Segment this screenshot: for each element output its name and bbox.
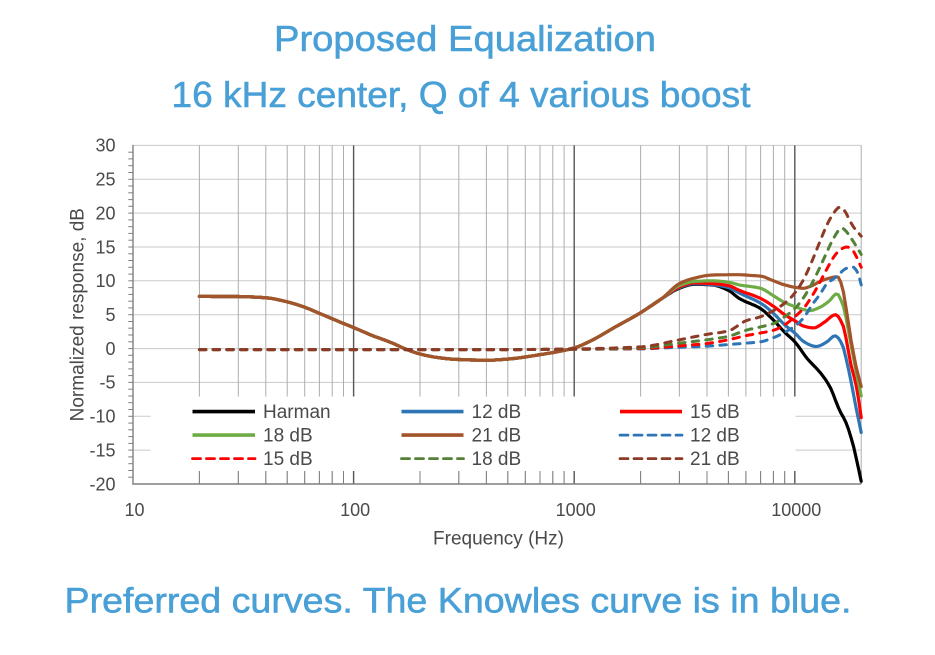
svg-text:10: 10: [124, 500, 144, 520]
svg-text:12 dB: 12 dB: [472, 402, 522, 423]
svg-text:Preferred curves. The Knowles: Preferred curves. The Knowles curve is i…: [65, 582, 852, 621]
svg-text:Frequency (Hz): Frequency (Hz): [433, 529, 564, 550]
svg-text:21 dB: 21 dB: [690, 449, 740, 470]
svg-text:-5: -5: [99, 373, 115, 393]
svg-text:15 dB: 15 dB: [690, 402, 740, 423]
svg-text:10: 10: [95, 271, 115, 291]
svg-text:-20: -20: [89, 474, 115, 494]
svg-text:0: 0: [105, 339, 115, 359]
svg-text:Harman: Harman: [263, 402, 331, 423]
svg-text:20: 20: [95, 203, 115, 223]
svg-text:Proposed Equalization: Proposed Equalization: [274, 18, 656, 59]
svg-text:15: 15: [95, 237, 115, 257]
svg-text:21 dB: 21 dB: [472, 426, 522, 447]
svg-text:18 dB: 18 dB: [263, 426, 313, 447]
svg-text:12 dB: 12 dB: [690, 426, 740, 447]
svg-text:Normalized response, dB: Normalized response, dB: [68, 208, 89, 421]
svg-text:15 dB: 15 dB: [263, 449, 313, 470]
svg-text:25: 25: [95, 170, 115, 190]
svg-text:1000: 1000: [556, 500, 596, 520]
svg-text:100: 100: [340, 500, 370, 520]
svg-text:10000: 10000: [771, 500, 821, 520]
svg-text:-15: -15: [89, 440, 115, 460]
svg-text:30: 30: [95, 136, 115, 156]
svg-text:5: 5: [105, 305, 115, 325]
svg-text:18 dB: 18 dB: [472, 449, 522, 470]
svg-text:16 kHz center, Q of 4 various: 16 kHz center, Q of 4 various boost: [172, 74, 751, 115]
svg-text:-10: -10: [89, 407, 115, 427]
